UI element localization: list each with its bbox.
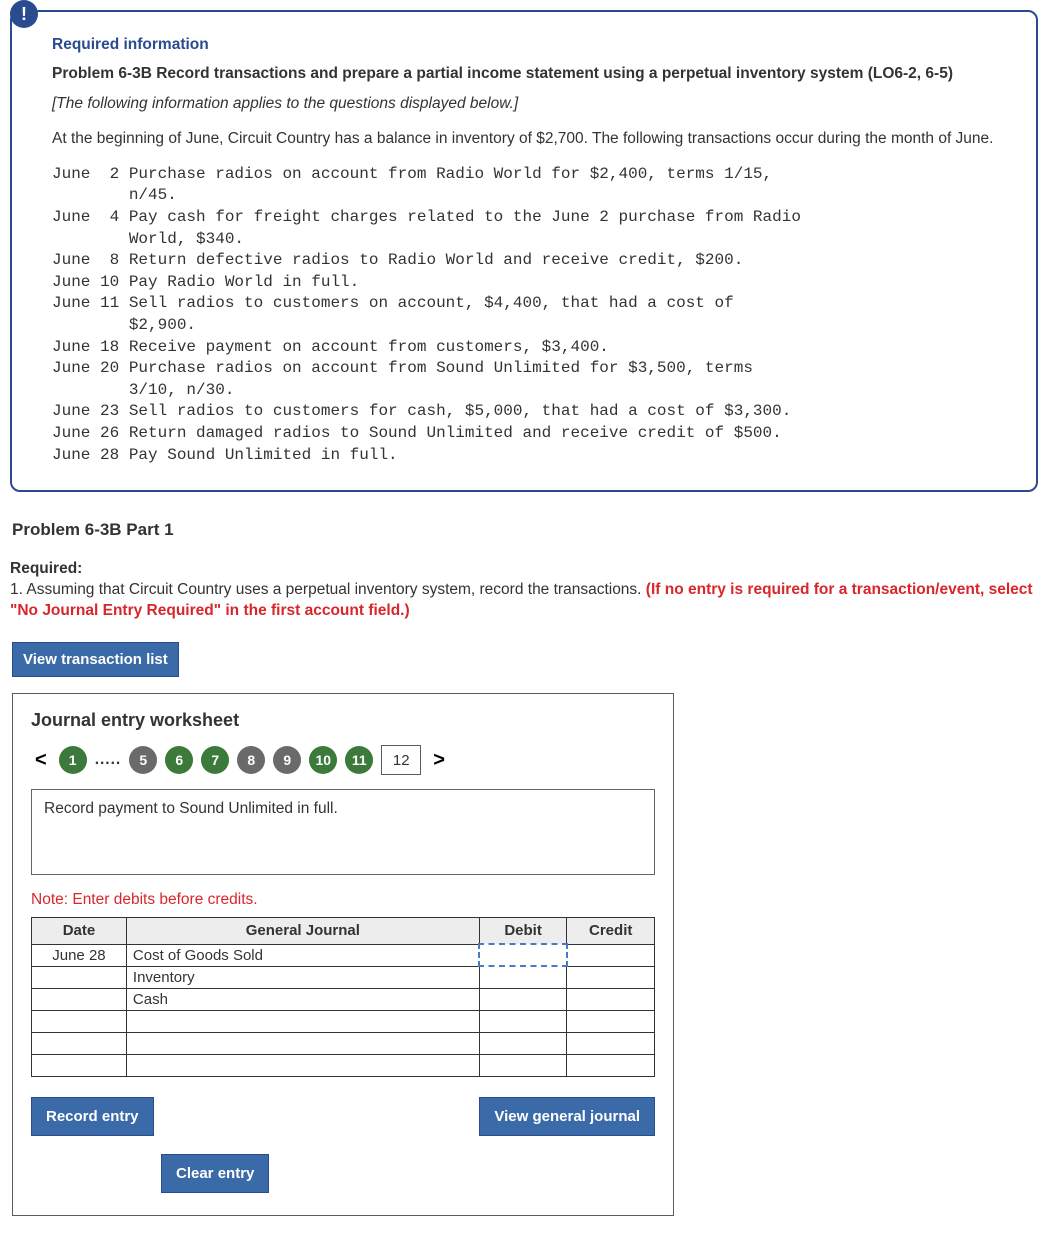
pager-step-6[interactable]: 6	[165, 746, 193, 774]
table-row	[32, 1032, 655, 1054]
worksheet-title: Journal entry worksheet	[31, 710, 655, 731]
opening-paragraph: At the beginning of June, Circuit Countr…	[52, 129, 1006, 150]
date-cell[interactable]	[32, 1054, 127, 1076]
entry-instruction: Record payment to Sound Unlimited in ful…	[31, 789, 655, 875]
account-cell[interactable]: Inventory	[126, 966, 479, 988]
journal-entry-worksheet: Journal entry worksheet < 1..... 56789 10 1…	[12, 693, 674, 1216]
pager-step-1[interactable]: 1	[59, 746, 87, 774]
credit-cell[interactable]	[567, 1054, 655, 1076]
account-cell[interactable]	[126, 1032, 479, 1054]
journal-entry-table: Date General Journal Debit Credit June 2…	[31, 917, 655, 1077]
credit-cell[interactable]	[567, 966, 655, 988]
debit-cell[interactable]	[479, 1032, 567, 1054]
transactions-list: June 2 Purchase radios on account from R…	[52, 164, 1006, 466]
date-cell[interactable]	[32, 1032, 127, 1054]
debit-cell[interactable]	[479, 1054, 567, 1076]
table-row	[32, 1054, 655, 1076]
problem-title: Problem 6-3B Record transactions and pre…	[52, 64, 1006, 85]
account-cell[interactable]	[126, 1010, 479, 1032]
pager-step-10[interactable]: 10	[309, 746, 337, 774]
part-title: Problem 6-3B Part 1	[12, 520, 1038, 540]
credit-cell[interactable]	[567, 1010, 655, 1032]
credit-cell[interactable]	[567, 1032, 655, 1054]
table-row: June 28Cost of Goods Sold	[32, 944, 655, 966]
pager-step-9[interactable]: 9	[273, 746, 301, 774]
pager-step-11[interactable]: 11	[345, 746, 373, 774]
pager-step-8[interactable]: 8	[237, 746, 265, 774]
debit-cell[interactable]	[479, 1010, 567, 1032]
debit-cell[interactable]	[479, 966, 567, 988]
col-debit: Debit	[479, 918, 567, 945]
account-cell[interactable]	[126, 1054, 479, 1076]
credit-cell[interactable]	[567, 988, 655, 1010]
account-cell[interactable]: Cost of Goods Sold	[126, 944, 479, 966]
date-cell[interactable]	[32, 988, 127, 1010]
pager-dots: .....	[95, 751, 122, 769]
pager-step-5[interactable]: 5	[129, 746, 157, 774]
pager-prev[interactable]: <	[31, 749, 51, 772]
credit-cell[interactable]	[567, 944, 655, 966]
pager-current[interactable]: 12	[381, 745, 421, 775]
clear-entry-button[interactable]: Clear entry	[161, 1154, 269, 1193]
pager-step-7[interactable]: 7	[201, 746, 229, 774]
table-row: Inventory	[32, 966, 655, 988]
required-info-title: Required information	[52, 36, 1006, 54]
note-debits-before-credits: Note: Enter debits before credits.	[31, 891, 655, 909]
col-general-journal: General Journal	[126, 918, 479, 945]
record-entry-button[interactable]: Record entry	[31, 1097, 154, 1136]
view-general-journal-button[interactable]: View general journal	[479, 1097, 655, 1136]
view-transaction-list-button[interactable]: View transaction list	[12, 642, 179, 677]
required-label: Required:	[10, 560, 1038, 578]
required-block: Required: 1. Assuming that Circuit Count…	[10, 560, 1038, 622]
account-cell[interactable]: Cash	[126, 988, 479, 1010]
pager-next[interactable]: >	[429, 749, 449, 772]
date-cell[interactable]	[32, 966, 127, 988]
table-row	[32, 1010, 655, 1032]
applies-note: [The following information applies to th…	[52, 95, 1006, 113]
debit-cell[interactable]	[479, 988, 567, 1010]
col-credit: Credit	[567, 918, 655, 945]
debit-cell[interactable]	[479, 944, 567, 966]
required-info-box: ! Required information Problem 6-3B Reco…	[10, 10, 1038, 492]
table-row: Cash	[32, 988, 655, 1010]
required-text: 1. Assuming that Circuit Country uses a …	[10, 581, 646, 598]
col-date: Date	[32, 918, 127, 945]
info-icon: !	[10, 0, 38, 28]
date-cell[interactable]	[32, 1010, 127, 1032]
pager: < 1..... 56789 10 11 12 >	[31, 745, 655, 775]
date-cell[interactable]: June 28	[32, 944, 127, 966]
